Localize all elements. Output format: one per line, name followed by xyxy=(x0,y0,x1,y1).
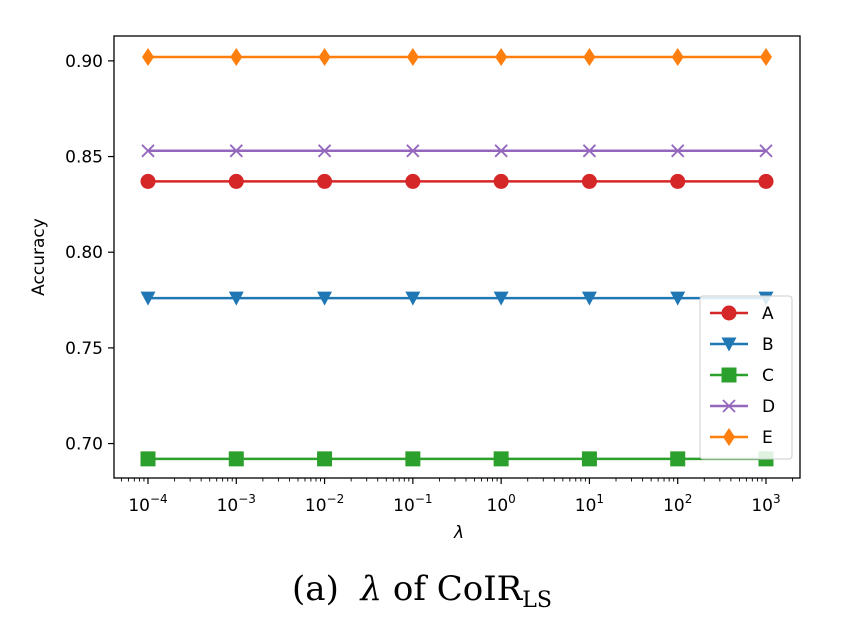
caption-symbol: λ xyxy=(360,569,383,609)
x-axis-label: λ xyxy=(453,523,464,543)
series-a xyxy=(140,173,774,189)
legend-item-d: D xyxy=(710,397,775,417)
x-tick-label: 10−4 xyxy=(128,492,167,516)
y-tick-label: 0.85 xyxy=(65,148,103,168)
accuracy-chart: 0.70 0.75 0.80 0.85 0.90 10−4 10−3 10−2 10−1 100 1… xyxy=(29,35,801,543)
data-point xyxy=(671,48,684,67)
data-point xyxy=(228,451,244,467)
y-tick-label: 0.75 xyxy=(65,339,103,359)
legend-label: E xyxy=(762,428,773,448)
caption-subscript: LS xyxy=(522,588,552,613)
data-point xyxy=(317,291,333,306)
data-point xyxy=(495,48,508,67)
series-d xyxy=(141,144,773,158)
data-point xyxy=(140,451,156,467)
legend-marker xyxy=(723,428,735,446)
data-point xyxy=(228,291,244,306)
data-point xyxy=(406,48,419,67)
legend-marker xyxy=(721,337,737,352)
data-point xyxy=(405,451,421,467)
y-tick-label: 0.80 xyxy=(65,243,103,263)
x-tick-label: 102 xyxy=(663,492,692,516)
legend-marker xyxy=(721,305,737,321)
data-point xyxy=(318,48,331,67)
plot-frame xyxy=(113,35,801,479)
data-point xyxy=(317,144,332,158)
legend-item-b: B xyxy=(710,335,774,355)
legend-marker xyxy=(721,367,737,383)
x-tick-label: 101 xyxy=(575,492,604,516)
caption-prefix: (a) xyxy=(292,569,339,609)
y-tick-label: 0.90 xyxy=(65,52,103,72)
data-point xyxy=(581,173,597,189)
caption-text: of CoIR xyxy=(392,569,523,609)
data-point xyxy=(759,144,773,158)
legend-label: C xyxy=(762,366,774,386)
data-point xyxy=(228,173,244,189)
data-point xyxy=(405,291,421,306)
x-tick-label: 10−2 xyxy=(305,492,344,516)
legend-item-e: E xyxy=(710,428,773,448)
data-point xyxy=(583,48,596,67)
data-point xyxy=(141,144,155,158)
legend-item-a: A xyxy=(710,304,774,324)
data-point xyxy=(760,48,772,67)
data-point xyxy=(230,48,243,67)
series-e xyxy=(142,48,772,67)
data-point xyxy=(406,144,420,158)
data-point xyxy=(670,451,686,467)
legend-label: D xyxy=(762,397,775,417)
data-point xyxy=(405,173,421,189)
x-tick-label: 10−3 xyxy=(217,492,256,516)
data-point xyxy=(493,451,509,467)
data-point xyxy=(670,173,686,189)
data-point xyxy=(581,451,597,467)
data-point xyxy=(142,48,154,67)
y-tick-label: 0.70 xyxy=(65,435,103,455)
data-point xyxy=(758,173,774,189)
figure-caption: (a) λ of CoIRLS xyxy=(0,572,844,612)
data-point xyxy=(140,173,156,189)
data-point xyxy=(582,144,597,158)
x-tick-label: 100 xyxy=(487,492,516,516)
data-point xyxy=(493,291,509,306)
y-axis-label: Accuracy xyxy=(29,218,49,296)
data-point xyxy=(671,144,685,158)
x-tick-label: 103 xyxy=(751,492,780,516)
series-b xyxy=(140,291,774,306)
data-point xyxy=(317,451,333,467)
legend-label: A xyxy=(762,304,774,324)
data-point xyxy=(317,173,333,189)
x-tick-label: 10−1 xyxy=(393,492,432,516)
legend-marker xyxy=(722,399,736,413)
data-point xyxy=(140,291,156,306)
data-point xyxy=(229,144,243,158)
legend-label: B xyxy=(762,335,774,355)
legend-box xyxy=(699,295,793,460)
data-point xyxy=(494,144,508,158)
data-point xyxy=(581,291,597,306)
series-c xyxy=(140,451,774,467)
data-point xyxy=(493,173,509,189)
legend-item-c: C xyxy=(710,366,774,386)
data-point xyxy=(670,291,686,306)
